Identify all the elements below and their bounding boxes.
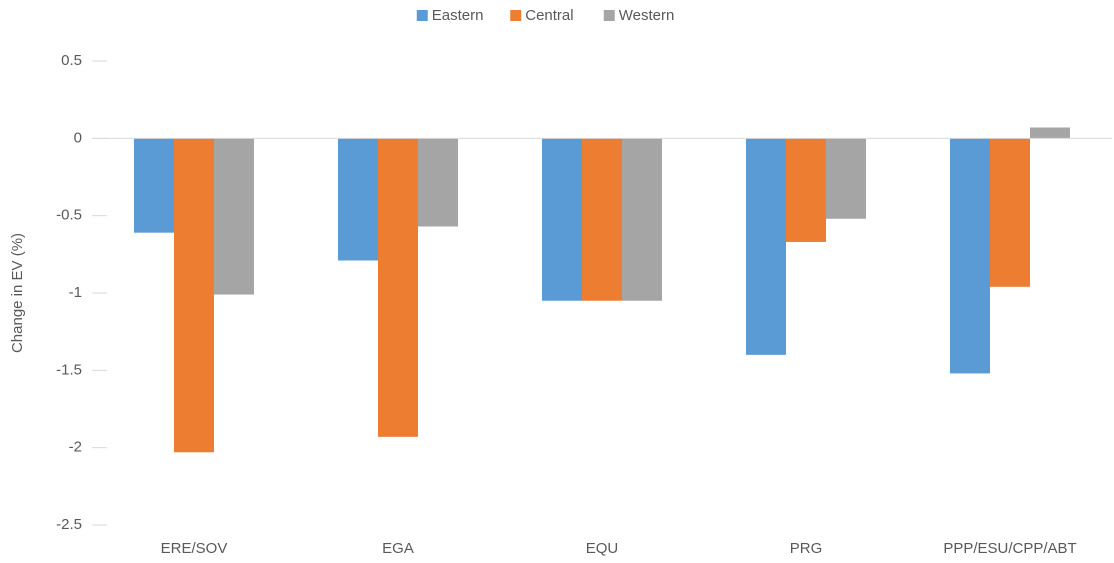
y-tick-label: -0.5 xyxy=(56,207,82,224)
bar xyxy=(418,138,458,227)
legend-label: Western xyxy=(619,7,675,24)
y-tick-label: -2.5 xyxy=(56,516,82,533)
legend-swatch xyxy=(510,10,522,21)
x-tick-label: ERE/SOV xyxy=(161,540,228,557)
bar xyxy=(134,138,174,233)
y-tick-label: -1 xyxy=(69,284,82,301)
bar xyxy=(1030,127,1070,139)
bar xyxy=(214,138,254,295)
bar xyxy=(746,138,786,355)
bar xyxy=(990,138,1030,287)
x-tick-label: PRG xyxy=(790,540,823,557)
bar xyxy=(950,138,990,374)
bar xyxy=(338,138,378,261)
bar xyxy=(378,138,418,437)
legend-swatch xyxy=(603,10,615,21)
legend-label: Central xyxy=(525,7,573,24)
x-tick-label: EQU xyxy=(586,540,619,557)
bar xyxy=(582,138,622,301)
bar xyxy=(174,138,214,453)
y-tick-label: 0.5 xyxy=(61,52,82,69)
bar xyxy=(826,138,866,219)
y-axis-label: Change in EV (%) xyxy=(9,233,26,353)
x-tick-label: PPP/ESU/CPP/ABT xyxy=(943,540,1076,557)
bar xyxy=(786,138,826,242)
x-tick-label: EGA xyxy=(382,540,414,557)
y-tick-label: 0 xyxy=(74,129,82,146)
bar xyxy=(622,138,662,301)
y-tick-label: -2 xyxy=(69,439,82,456)
y-tick-label: -1.5 xyxy=(56,361,82,378)
bar xyxy=(542,138,582,301)
legend-label: Eastern xyxy=(432,7,484,24)
legend-swatch xyxy=(416,10,428,21)
